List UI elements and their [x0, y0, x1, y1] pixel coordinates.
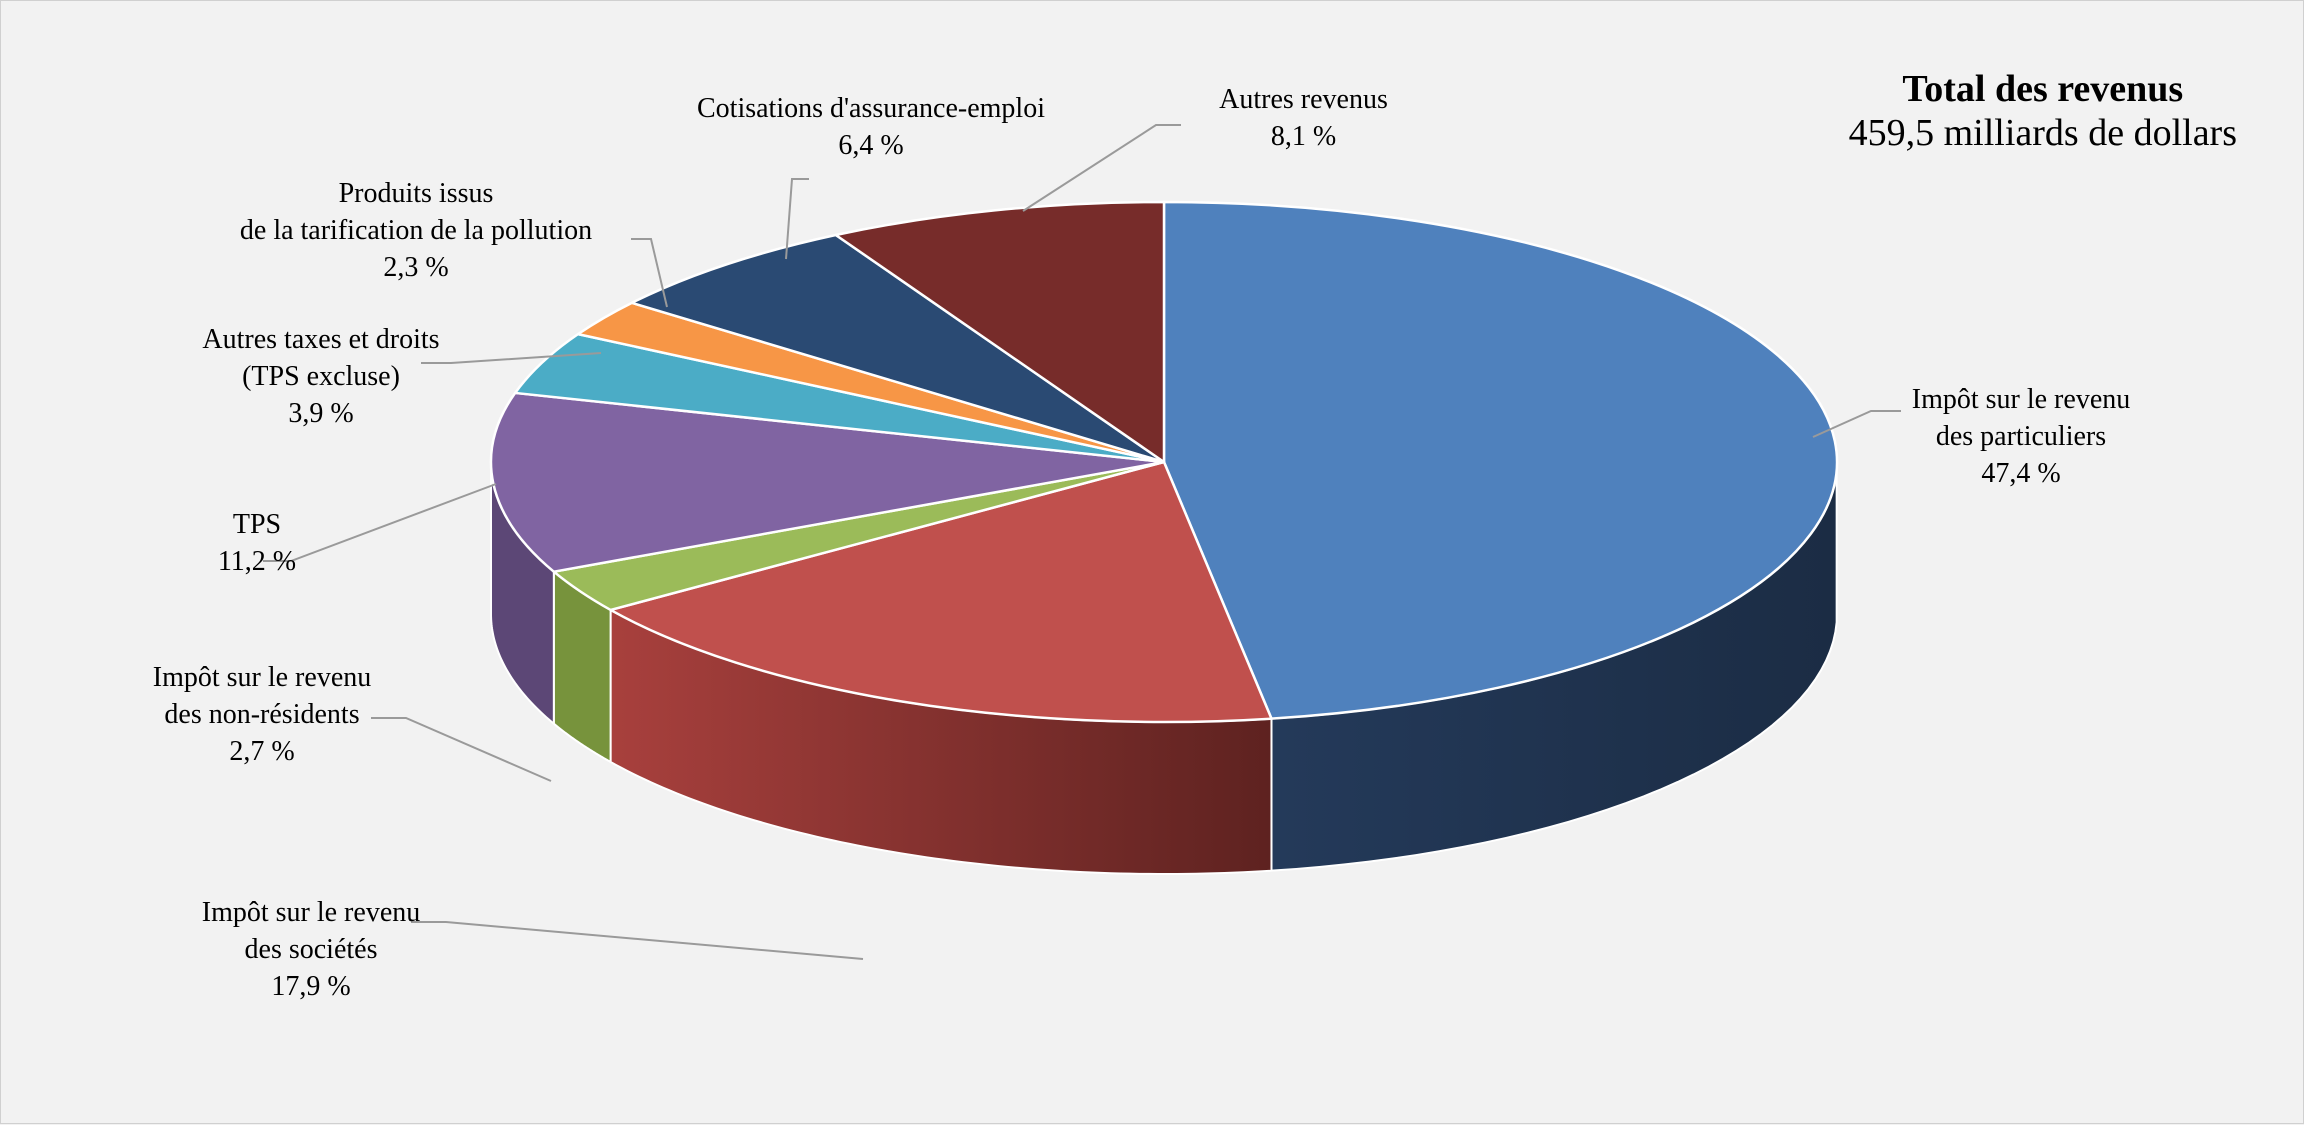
value-label: 8,1 %: [1270, 121, 1337, 152]
pie-sides: [490, 462, 1838, 875]
pie-slice-other: [834, 200, 1166, 464]
label-pollution: Produits issus de la tarification de la …: [211, 175, 621, 286]
leader-line-gst: [263, 483, 497, 562]
value-label: 3,9 %: [288, 398, 354, 429]
pie-slice-personal: [1162, 200, 1839, 720]
leader-line-corporate: [411, 921, 864, 960]
pie-slice-corporate: [609, 460, 1273, 724]
label-ei: Cotisations d'assurance-emploi 6,4 %: [661, 90, 1081, 164]
leader-line-ei: [785, 178, 809, 260]
leader-lines: [263, 124, 1901, 960]
label-other: Autres revenus 8,1 %: [1166, 81, 1441, 155]
label-gst: TPS 11,2 %: [197, 506, 317, 580]
pie-slice-gst: [489, 391, 1166, 573]
value-label: 47,4 %: [1981, 458, 2061, 489]
leader-line-othertaxes: [421, 352, 602, 364]
chart-subtitle: 459,5 milliards de dollars: [1848, 112, 2237, 154]
chart-title-block: Total des revenus 459,5 milliards de dol…: [1849, 67, 2237, 155]
value-label: 11,2 %: [217, 546, 297, 577]
label-corporate: Impôt sur le revenu des sociétés 17,9 %: [161, 894, 461, 1005]
leader-line-personal: [1812, 410, 1901, 438]
label-othertaxes: Autres taxes et droits (TPS excluse) 3,9…: [166, 321, 476, 432]
pie-tops: [489, 200, 1839, 724]
leader-line-pollution: [631, 238, 668, 308]
value-label: 17,9 %: [271, 971, 351, 1002]
label-nonresident: Impôt sur le revenu des non-résidents 2,…: [127, 659, 397, 770]
leader-line-nonresident: [371, 717, 552, 782]
chart-title: Total des revenus: [1902, 68, 2184, 110]
value-label: 6,4 %: [838, 130, 904, 161]
value-label: 2,3 %: [383, 252, 449, 283]
value-label: 2,7 %: [229, 736, 295, 767]
label-personal: Impôt sur le revenu des particuliers 47,…: [1851, 381, 2191, 492]
pie-slice-ei: [630, 233, 1166, 464]
leader-line-other: [1022, 124, 1181, 212]
